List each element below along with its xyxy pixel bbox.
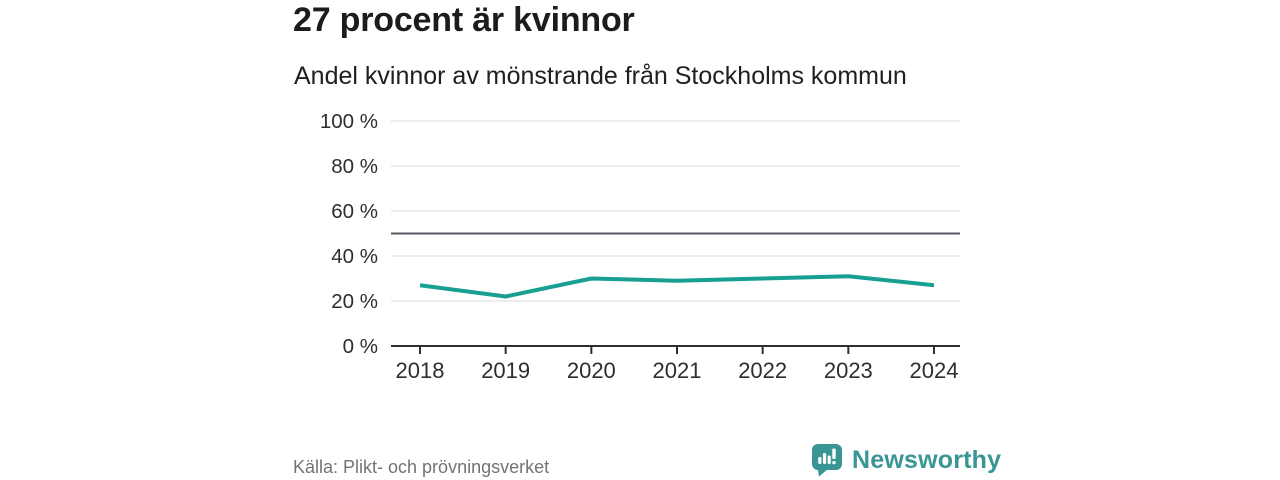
y-axis-tick-label: 80 % bbox=[331, 155, 378, 178]
logo-bar-1 bbox=[818, 457, 822, 464]
line-chart-svg: 0 % 20 % 40 % 60 % 80 % 100 % 2018 2019 2020 2021… bbox=[320, 110, 960, 383]
y-axis-tick-label: 60 % bbox=[331, 200, 378, 223]
y-axis-tick-label: 0 % bbox=[343, 335, 378, 358]
x-axis-tick-label: 2020 bbox=[567, 358, 616, 383]
logo-exclamation-bar bbox=[832, 448, 836, 459]
x-axis-tick-label: 2022 bbox=[738, 358, 787, 383]
newsworthy-brand: Newsworthy bbox=[811, 442, 1001, 478]
data-line bbox=[419, 274, 935, 299]
line-chart: 0 % 20 % 40 % 60 % 80 % 100 % 2018 2019 2020 2021… bbox=[300, 108, 990, 400]
y-axis-tick-label: 20 % bbox=[331, 290, 378, 313]
x-axis-tick-label: 2021 bbox=[653, 358, 702, 383]
logo-bar-3 bbox=[827, 455, 831, 464]
x-axis-tick-label: 2023 bbox=[824, 358, 873, 383]
y-axis-tick-label: 40 % bbox=[331, 245, 378, 268]
chart-subtitle: Andel kvinnor av mönstrande från Stockho… bbox=[294, 62, 907, 90]
x-axis-tick-label: 2019 bbox=[481, 358, 530, 383]
logo-exclamation-dot bbox=[832, 461, 836, 465]
chart-title: 27 procent är kvinnor bbox=[293, 1, 635, 39]
x-axis-tick-label: 2024 bbox=[910, 358, 959, 383]
logo-bar-2 bbox=[822, 453, 827, 464]
y-axis-tick-label: 100 % bbox=[320, 110, 378, 133]
newsworthy-wordmark: Newsworthy bbox=[852, 445, 1002, 474]
newsworthy-logo-icon bbox=[812, 444, 842, 477]
source-note: Källa: Plikt- och prövningsverket bbox=[293, 457, 550, 477]
x-axis-tick-label: 2018 bbox=[396, 358, 445, 383]
